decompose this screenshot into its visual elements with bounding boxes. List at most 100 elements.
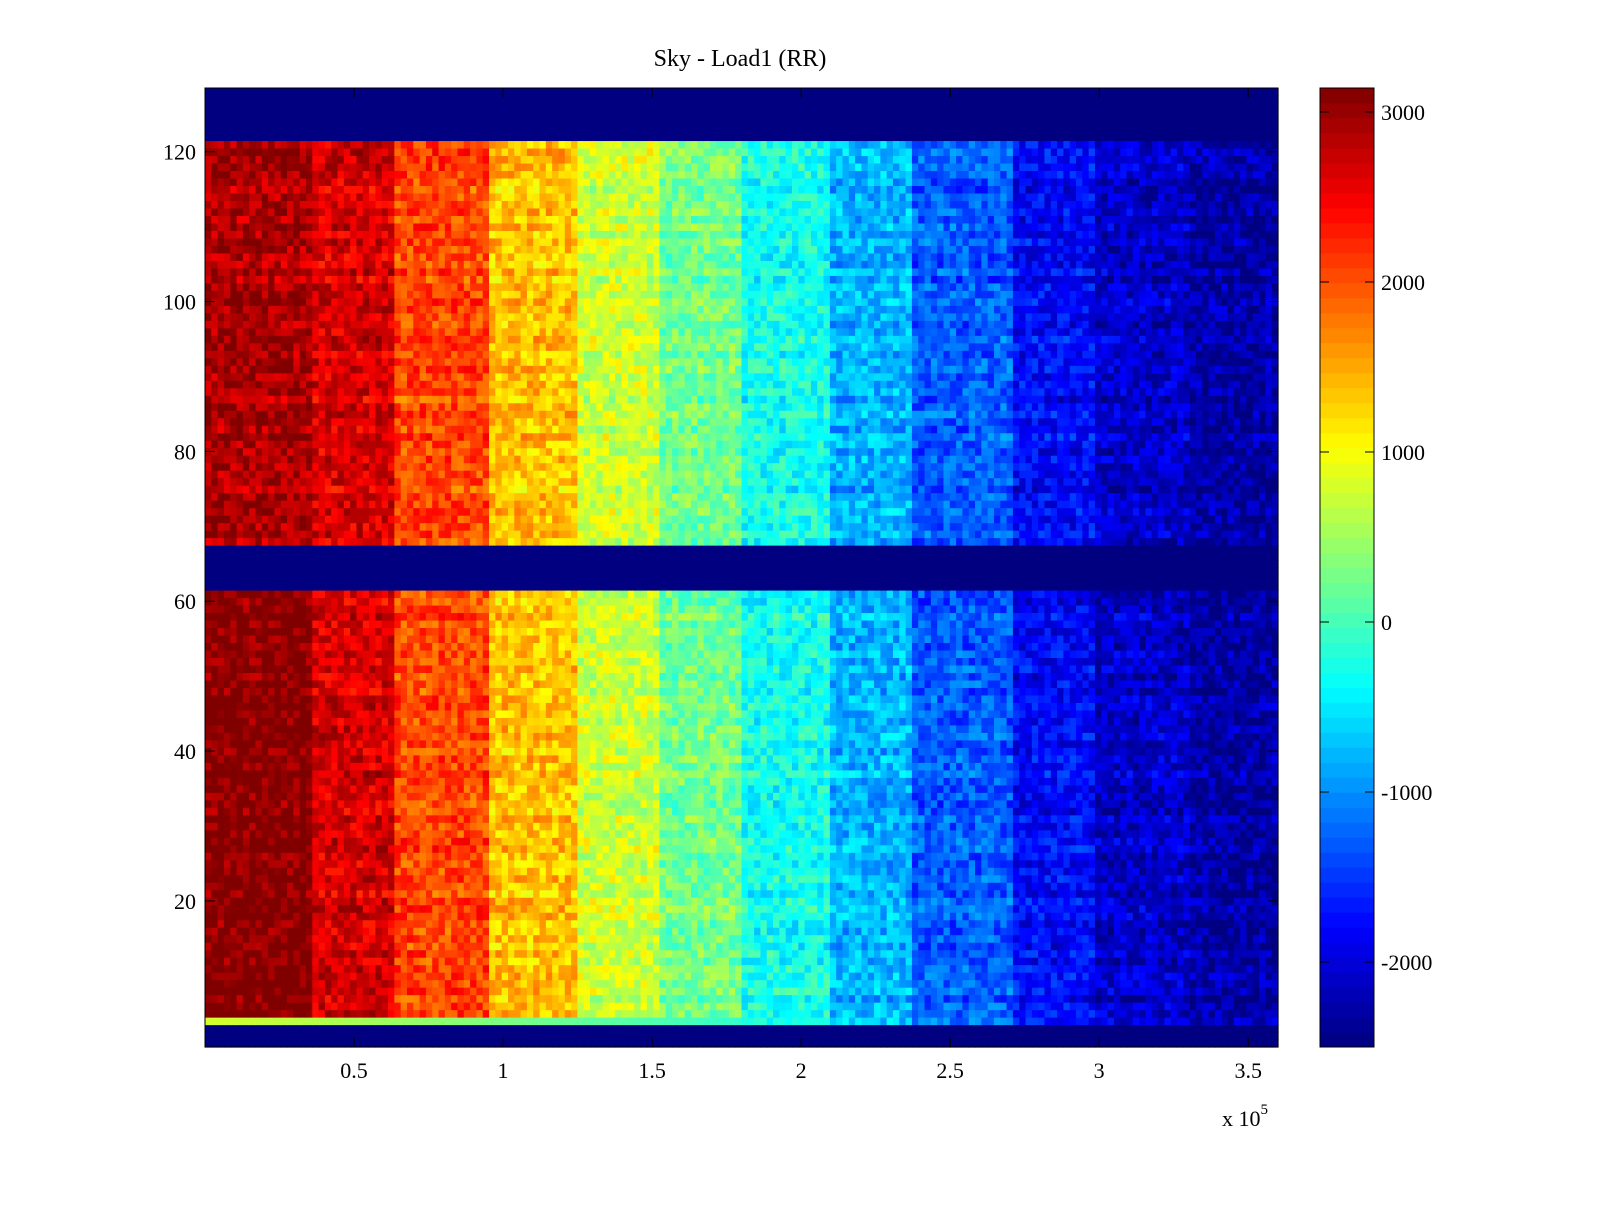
heatmap-cell bbox=[1190, 987, 1197, 995]
heatmap-cell bbox=[426, 837, 433, 845]
heatmap-cell bbox=[792, 935, 799, 943]
heatmap-cell bbox=[596, 830, 603, 838]
heatmap-cell bbox=[502, 852, 509, 860]
heatmap-cell bbox=[331, 890, 338, 898]
heatmap-cell bbox=[584, 935, 591, 943]
heatmap-cell bbox=[868, 860, 875, 868]
heatmap-cell bbox=[994, 987, 1001, 995]
heatmap-cell bbox=[634, 920, 641, 928]
heatmap-cell bbox=[508, 1032, 515, 1040]
heatmap-cell bbox=[685, 980, 692, 988]
heatmap-cell bbox=[609, 935, 616, 943]
heatmap-cell bbox=[1196, 942, 1203, 950]
heatmap-cell bbox=[470, 905, 477, 913]
heatmap-cell bbox=[1044, 935, 1051, 943]
heatmap-cell bbox=[375, 972, 382, 980]
heatmap-cell bbox=[1202, 1010, 1209, 1018]
heatmap-cell bbox=[824, 852, 831, 860]
heatmap-cell bbox=[1101, 950, 1108, 958]
heatmap-cell bbox=[1145, 852, 1152, 860]
heatmap-cell bbox=[925, 890, 932, 898]
heatmap-cell bbox=[401, 1025, 408, 1033]
heatmap-cell bbox=[1019, 867, 1026, 875]
heatmap-cell bbox=[508, 980, 515, 988]
heatmap-cell bbox=[306, 1017, 313, 1025]
heatmap-cell bbox=[230, 822, 237, 830]
heatmap-cell bbox=[1202, 927, 1209, 935]
heatmap-cell bbox=[268, 867, 275, 875]
heatmap-cell bbox=[1007, 905, 1014, 913]
heatmap-cell bbox=[792, 1002, 799, 1010]
heatmap-cell bbox=[489, 890, 496, 898]
heatmap-cell bbox=[849, 912, 856, 920]
heatmap-cell bbox=[906, 920, 913, 928]
heatmap-cell bbox=[489, 1032, 496, 1040]
heatmap-cell bbox=[1246, 972, 1253, 980]
heatmap-cell bbox=[678, 837, 685, 845]
heatmap-cell bbox=[1253, 875, 1260, 883]
heatmap-cell bbox=[666, 912, 673, 920]
heatmap-cell bbox=[861, 957, 868, 965]
heatmap-cell bbox=[1026, 912, 1033, 920]
heatmap-cell bbox=[868, 852, 875, 860]
heatmap-cell bbox=[1209, 957, 1216, 965]
heatmap-cell bbox=[615, 942, 622, 950]
heatmap-cell bbox=[723, 935, 730, 943]
heatmap-cell bbox=[1240, 845, 1247, 853]
heatmap-cell bbox=[729, 852, 736, 860]
heatmap-cell bbox=[1265, 1010, 1272, 1018]
heatmap-cell bbox=[1114, 897, 1121, 905]
heatmap-cell bbox=[893, 950, 900, 958]
heatmap-cell bbox=[1101, 987, 1108, 995]
heatmap-cell bbox=[943, 972, 950, 980]
heatmap-cell bbox=[874, 1032, 881, 1040]
heatmap-cell bbox=[950, 935, 957, 943]
heatmap-cell bbox=[805, 890, 812, 898]
heatmap-cell bbox=[407, 950, 414, 958]
heatmap-cell bbox=[666, 1010, 673, 1018]
heatmap-cell bbox=[375, 822, 382, 830]
heatmap-cell bbox=[748, 845, 755, 853]
heatmap-cell bbox=[735, 980, 742, 988]
heatmap-cell bbox=[1019, 950, 1026, 958]
heatmap-cell bbox=[647, 987, 654, 995]
heatmap-cell bbox=[792, 980, 799, 988]
heatmap-cell bbox=[584, 860, 591, 868]
heatmap-cell bbox=[577, 897, 584, 905]
heatmap-cell bbox=[691, 957, 698, 965]
heatmap-cell bbox=[1070, 987, 1077, 995]
heatmap-cell bbox=[344, 1040, 351, 1048]
heatmap-cell bbox=[344, 1002, 351, 1010]
heatmap-cell bbox=[287, 912, 294, 920]
heatmap-cell bbox=[426, 845, 433, 853]
heatmap-cell bbox=[1259, 1025, 1266, 1033]
heatmap-cell bbox=[735, 972, 742, 980]
heatmap-cell bbox=[937, 987, 944, 995]
heatmap-cell bbox=[817, 980, 824, 988]
heatmap-cell bbox=[1063, 995, 1070, 1003]
heatmap-cell bbox=[988, 920, 995, 928]
heatmap-cell bbox=[1196, 1010, 1203, 1018]
heatmap-cell bbox=[609, 912, 616, 920]
heatmap-cell bbox=[798, 950, 805, 958]
heatmap-cell bbox=[697, 987, 704, 995]
heatmap-cell bbox=[249, 1025, 256, 1033]
heatmap-cell bbox=[533, 1032, 540, 1040]
heatmap-cell bbox=[344, 860, 351, 868]
heatmap-cell bbox=[1202, 980, 1209, 988]
heatmap-cell bbox=[981, 867, 988, 875]
heatmap-cell bbox=[742, 1010, 749, 1018]
heatmap-cell bbox=[918, 830, 925, 838]
heatmap-cell bbox=[476, 1017, 483, 1025]
heatmap-cell bbox=[1120, 1010, 1127, 1018]
heatmap-cell bbox=[1133, 830, 1140, 838]
heatmap-cell bbox=[274, 972, 281, 980]
heatmap-cell bbox=[672, 1017, 679, 1025]
heatmap-cell bbox=[1171, 852, 1178, 860]
heatmap-cell bbox=[1101, 980, 1108, 988]
heatmap-cell bbox=[1057, 1017, 1064, 1025]
heatmap-cell bbox=[262, 867, 269, 875]
heatmap-cell bbox=[230, 852, 237, 860]
heatmap-cell bbox=[527, 852, 534, 860]
heatmap-cell bbox=[1038, 1002, 1045, 1010]
